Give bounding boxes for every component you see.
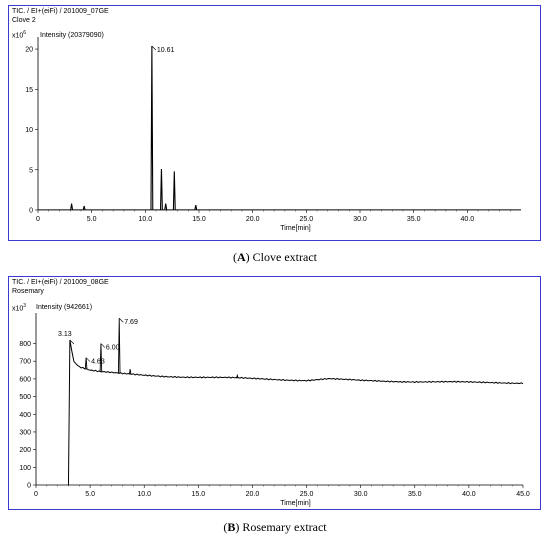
y-tick-label: 0 [29, 208, 33, 215]
peak [236, 373, 239, 379]
x-tick-label: 35.0 [407, 216, 421, 223]
x-tick-label: 10.0 [137, 491, 151, 498]
y-multiplier-base: x10 [12, 32, 24, 40]
header-line-2: Clove 2 [12, 17, 36, 24]
caption-clove: (A) Clove extract [233, 250, 317, 264]
x-tick-label: 10.0 [139, 216, 153, 223]
y-tick-label: 800 [19, 341, 31, 348]
x-tick-label: 25.0 [300, 216, 314, 223]
annotation-leader [69, 339, 75, 345]
y-tick-label: 200 [19, 447, 31, 454]
x-tick-label: 15.0 [192, 216, 206, 223]
y-tick-label: 10 [25, 127, 33, 134]
annotation-leader [85, 357, 91, 362]
peak [70, 203, 74, 210]
peak [159, 168, 163, 210]
y-tick-label: 100 [19, 465, 31, 472]
peak [99, 343, 103, 372]
x-tick-label: 25.0 [300, 491, 314, 498]
caption-letter: A [237, 250, 246, 264]
header-line-2: Rosemary [12, 288, 44, 295]
x-tick-label: 5.0 [87, 216, 97, 223]
chart-panel-clove: TIC. / EI+(eiFi) / 201009_07GE Clove 2 x… [8, 5, 541, 241]
peak-label: 3.13 [58, 331, 72, 338]
y-multiplier-exp: 6 [23, 30, 27, 36]
y-tick-label: 300 [19, 429, 31, 436]
clove-chromatogram: 0 5.0 10.0 15.0 20.0 25.0 30.0 35.0 40.0 0 5 10 15 20… [25, 37, 521, 232]
x-tick-label: 30.0 [353, 216, 367, 223]
intensity-label: Intensity (20379090) [40, 32, 104, 39]
x-tick-label: 20.0 [246, 491, 260, 498]
chart-panel-rosemary: TIC. / EI+(eiFi) / 201009_08GE Rosemary … [8, 276, 541, 510]
caption-rosemary: (B) Rosemary extract [223, 520, 327, 534]
x-tick-label: 30.0 [354, 491, 368, 498]
y-multiplier-base: x10 [12, 305, 24, 313]
y-tick-label: 15 [25, 87, 33, 94]
annotation-leader [151, 45, 157, 51]
y-tick-label: 5 [29, 167, 33, 174]
annotation-leader [100, 343, 106, 348]
peak-label: 7.69 [124, 319, 138, 326]
x-axis-label: Time[min] [280, 500, 311, 507]
y-tick-label: 500 [19, 394, 31, 401]
x-tick-label: 15.0 [192, 491, 206, 498]
x-tick-label: 0 [34, 491, 38, 498]
rosemary-chromatogram: 0 5.0 10.0 15.0 20.0 25.0 30.0 35.0 40.0 45.0 0 100… [19, 313, 530, 507]
x-tick-label: 40.0 [462, 491, 476, 498]
y-tick-label: 0 [27, 483, 31, 490]
y-multiplier-exp: 3 [23, 303, 27, 309]
caption-letter: B [227, 520, 236, 534]
caption-text: Rosemary extract [239, 520, 327, 534]
peak-label: 10.61 [157, 47, 175, 54]
x-tick-label: 20.0 [246, 216, 260, 223]
caption-text: Clove extract [249, 250, 317, 264]
peak [194, 205, 198, 210]
x-tick-label: 0 [36, 216, 40, 223]
peak-label: 4.63 [91, 359, 105, 366]
y-multiplier: x103 [12, 302, 26, 313]
y-tick-label: 600 [19, 376, 31, 383]
y-tick-label: 700 [19, 359, 31, 366]
peak [84, 357, 88, 369]
x-tick-label: 35.0 [408, 491, 422, 498]
peak [172, 171, 176, 210]
x-tick-label: 45.0 [516, 491, 530, 498]
annotation-leader [119, 318, 124, 323]
peak-label: 6.00 [106, 345, 120, 352]
peak [150, 45, 154, 210]
y-tick-label: 20 [25, 47, 33, 54]
x-tick-label: 5.0 [85, 491, 95, 498]
peak [128, 369, 132, 375]
peak [82, 205, 86, 210]
header-line-1: TIC. / EI+(eiFi) / 201009_08GE [12, 279, 109, 286]
y-tick-label: 400 [19, 412, 31, 419]
intensity-label: Intensity (942661) [36, 304, 93, 311]
peak [164, 203, 168, 210]
y-multiplier: x106 [12, 29, 26, 40]
header-line-1: TIC. / EI+(eiFi) / 201009_07GE [12, 8, 109, 15]
tic-trace [67, 339, 524, 486]
x-tick-label: 40.0 [461, 216, 475, 223]
x-axis-label: Time[min] [280, 225, 311, 232]
